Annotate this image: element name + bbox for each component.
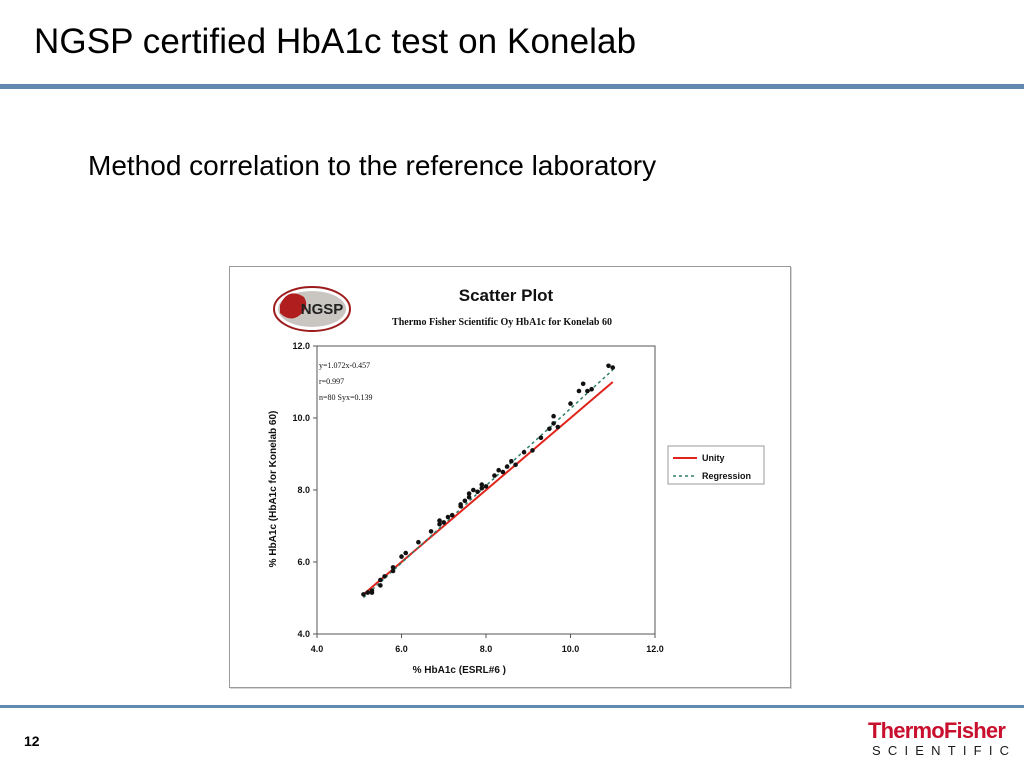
- ngsp-logo: NGSP: [273, 286, 351, 332]
- data-point: [390, 568, 396, 574]
- stats-correlation: r=0.997: [319, 377, 344, 386]
- stats-n-syx: n=80 Syx=0.139: [319, 393, 372, 402]
- data-point: [445, 514, 451, 520]
- data-point: [437, 521, 442, 527]
- scatter-plot-chart: NGSP Scatter Plot Thermo Fisher Scientif…: [268, 286, 765, 676]
- data-point: [403, 550, 409, 556]
- data-point: [483, 484, 489, 489]
- data-point: [521, 449, 527, 455]
- ngsp-logo-text: NGSP: [301, 301, 344, 318]
- data-point: [449, 512, 455, 518]
- data-point: [471, 487, 476, 493]
- scatter-plot-figure: NGSP Scatter Plot Thermo Fisher Scientif…: [229, 266, 791, 688]
- x-axis: 4.0 6.0 8.0 10.0 12.0: [311, 634, 664, 654]
- data-point: [504, 464, 510, 469]
- y-axis-label: % HbA1c (HbA1c for Konelab 60): [268, 411, 279, 568]
- chart-subtitle: Thermo Fisher Scientific Oy HbA1c for Ko…: [392, 317, 612, 328]
- data-point: [479, 482, 485, 487]
- thermo-fisher-logo: ThermoFisher SCIENTIFIC: [862, 718, 1012, 762]
- data-point: [399, 554, 404, 559]
- y-tick-label: 8.0: [297, 485, 310, 495]
- data-point: [458, 502, 463, 507]
- slide-subtitle: Method correlation to the reference labo…: [88, 150, 657, 181]
- data-point: [369, 588, 375, 594]
- data-point: [416, 539, 421, 545]
- regression-line: [362, 369, 614, 599]
- data-point: [606, 363, 611, 369]
- y-tick-label: 10.0: [292, 413, 310, 423]
- data-point: [390, 565, 396, 570]
- legend-box: [667, 445, 765, 485]
- data-point: [568, 401, 573, 406]
- data-point: [466, 491, 472, 496]
- legend-regression-label: Regression: [702, 471, 751, 481]
- reference-lines: [362, 369, 614, 599]
- data-point: [378, 577, 383, 583]
- y-tick-label: 4.0: [297, 629, 310, 639]
- title-divider: [0, 84, 1024, 89]
- data-point: [437, 518, 442, 523]
- brand-wordmark: ThermoFisher: [868, 718, 1006, 743]
- legend-unity-label: Unity: [702, 453, 725, 463]
- data-point: [365, 590, 370, 595]
- data-point: [382, 574, 387, 579]
- data-point: [509, 458, 514, 464]
- data-point: [547, 426, 552, 432]
- data-point: [378, 583, 383, 588]
- chart-legend: Unity Regression: [667, 445, 765, 485]
- data-point: [589, 386, 594, 392]
- x-tick-label: 6.0: [395, 644, 408, 654]
- brand-tagline: SCIENTIFIC: [872, 743, 1017, 758]
- stats-equation: y=1.072x-0.457: [319, 361, 370, 370]
- data-point: [576, 388, 582, 394]
- data-point: [428, 529, 434, 534]
- data-point: [538, 435, 544, 441]
- data-point: [610, 365, 616, 370]
- data-point: [585, 388, 590, 394]
- y-tick-label: 12.0: [292, 341, 310, 351]
- data-point: [479, 485, 485, 491]
- x-axis-label: % HbA1c (ESRL#6 ): [413, 665, 506, 676]
- data-points: [361, 363, 616, 597]
- data-point: [462, 498, 468, 504]
- slide-title: NGSP certified HbA1c test on Konelab: [34, 22, 637, 61]
- chart-title: Scatter Plot: [459, 286, 554, 305]
- x-tick-label: 12.0: [646, 644, 664, 654]
- footer-divider: [0, 705, 1024, 708]
- page-number: 12: [24, 733, 40, 749]
- x-tick-label: 10.0: [562, 644, 580, 654]
- data-point: [492, 473, 497, 478]
- data-point: [551, 413, 556, 419]
- data-point: [551, 421, 556, 426]
- data-point: [441, 520, 447, 525]
- data-point: [530, 448, 535, 453]
- data-point: [466, 494, 472, 500]
- data-point: [500, 469, 506, 475]
- data-point: [496, 467, 501, 473]
- y-tick-label: 6.0: [297, 557, 310, 567]
- data-point: [475, 489, 480, 495]
- data-point: [361, 592, 366, 597]
- x-tick-label: 4.0: [311, 644, 324, 654]
- data-point: [580, 381, 586, 387]
- x-tick-label: 8.0: [480, 644, 493, 654]
- data-point: [555, 424, 561, 430]
- y-axis: 4.0 6.0 8.0 10.0 12.0: [292, 341, 317, 639]
- data-point: [513, 462, 518, 468]
